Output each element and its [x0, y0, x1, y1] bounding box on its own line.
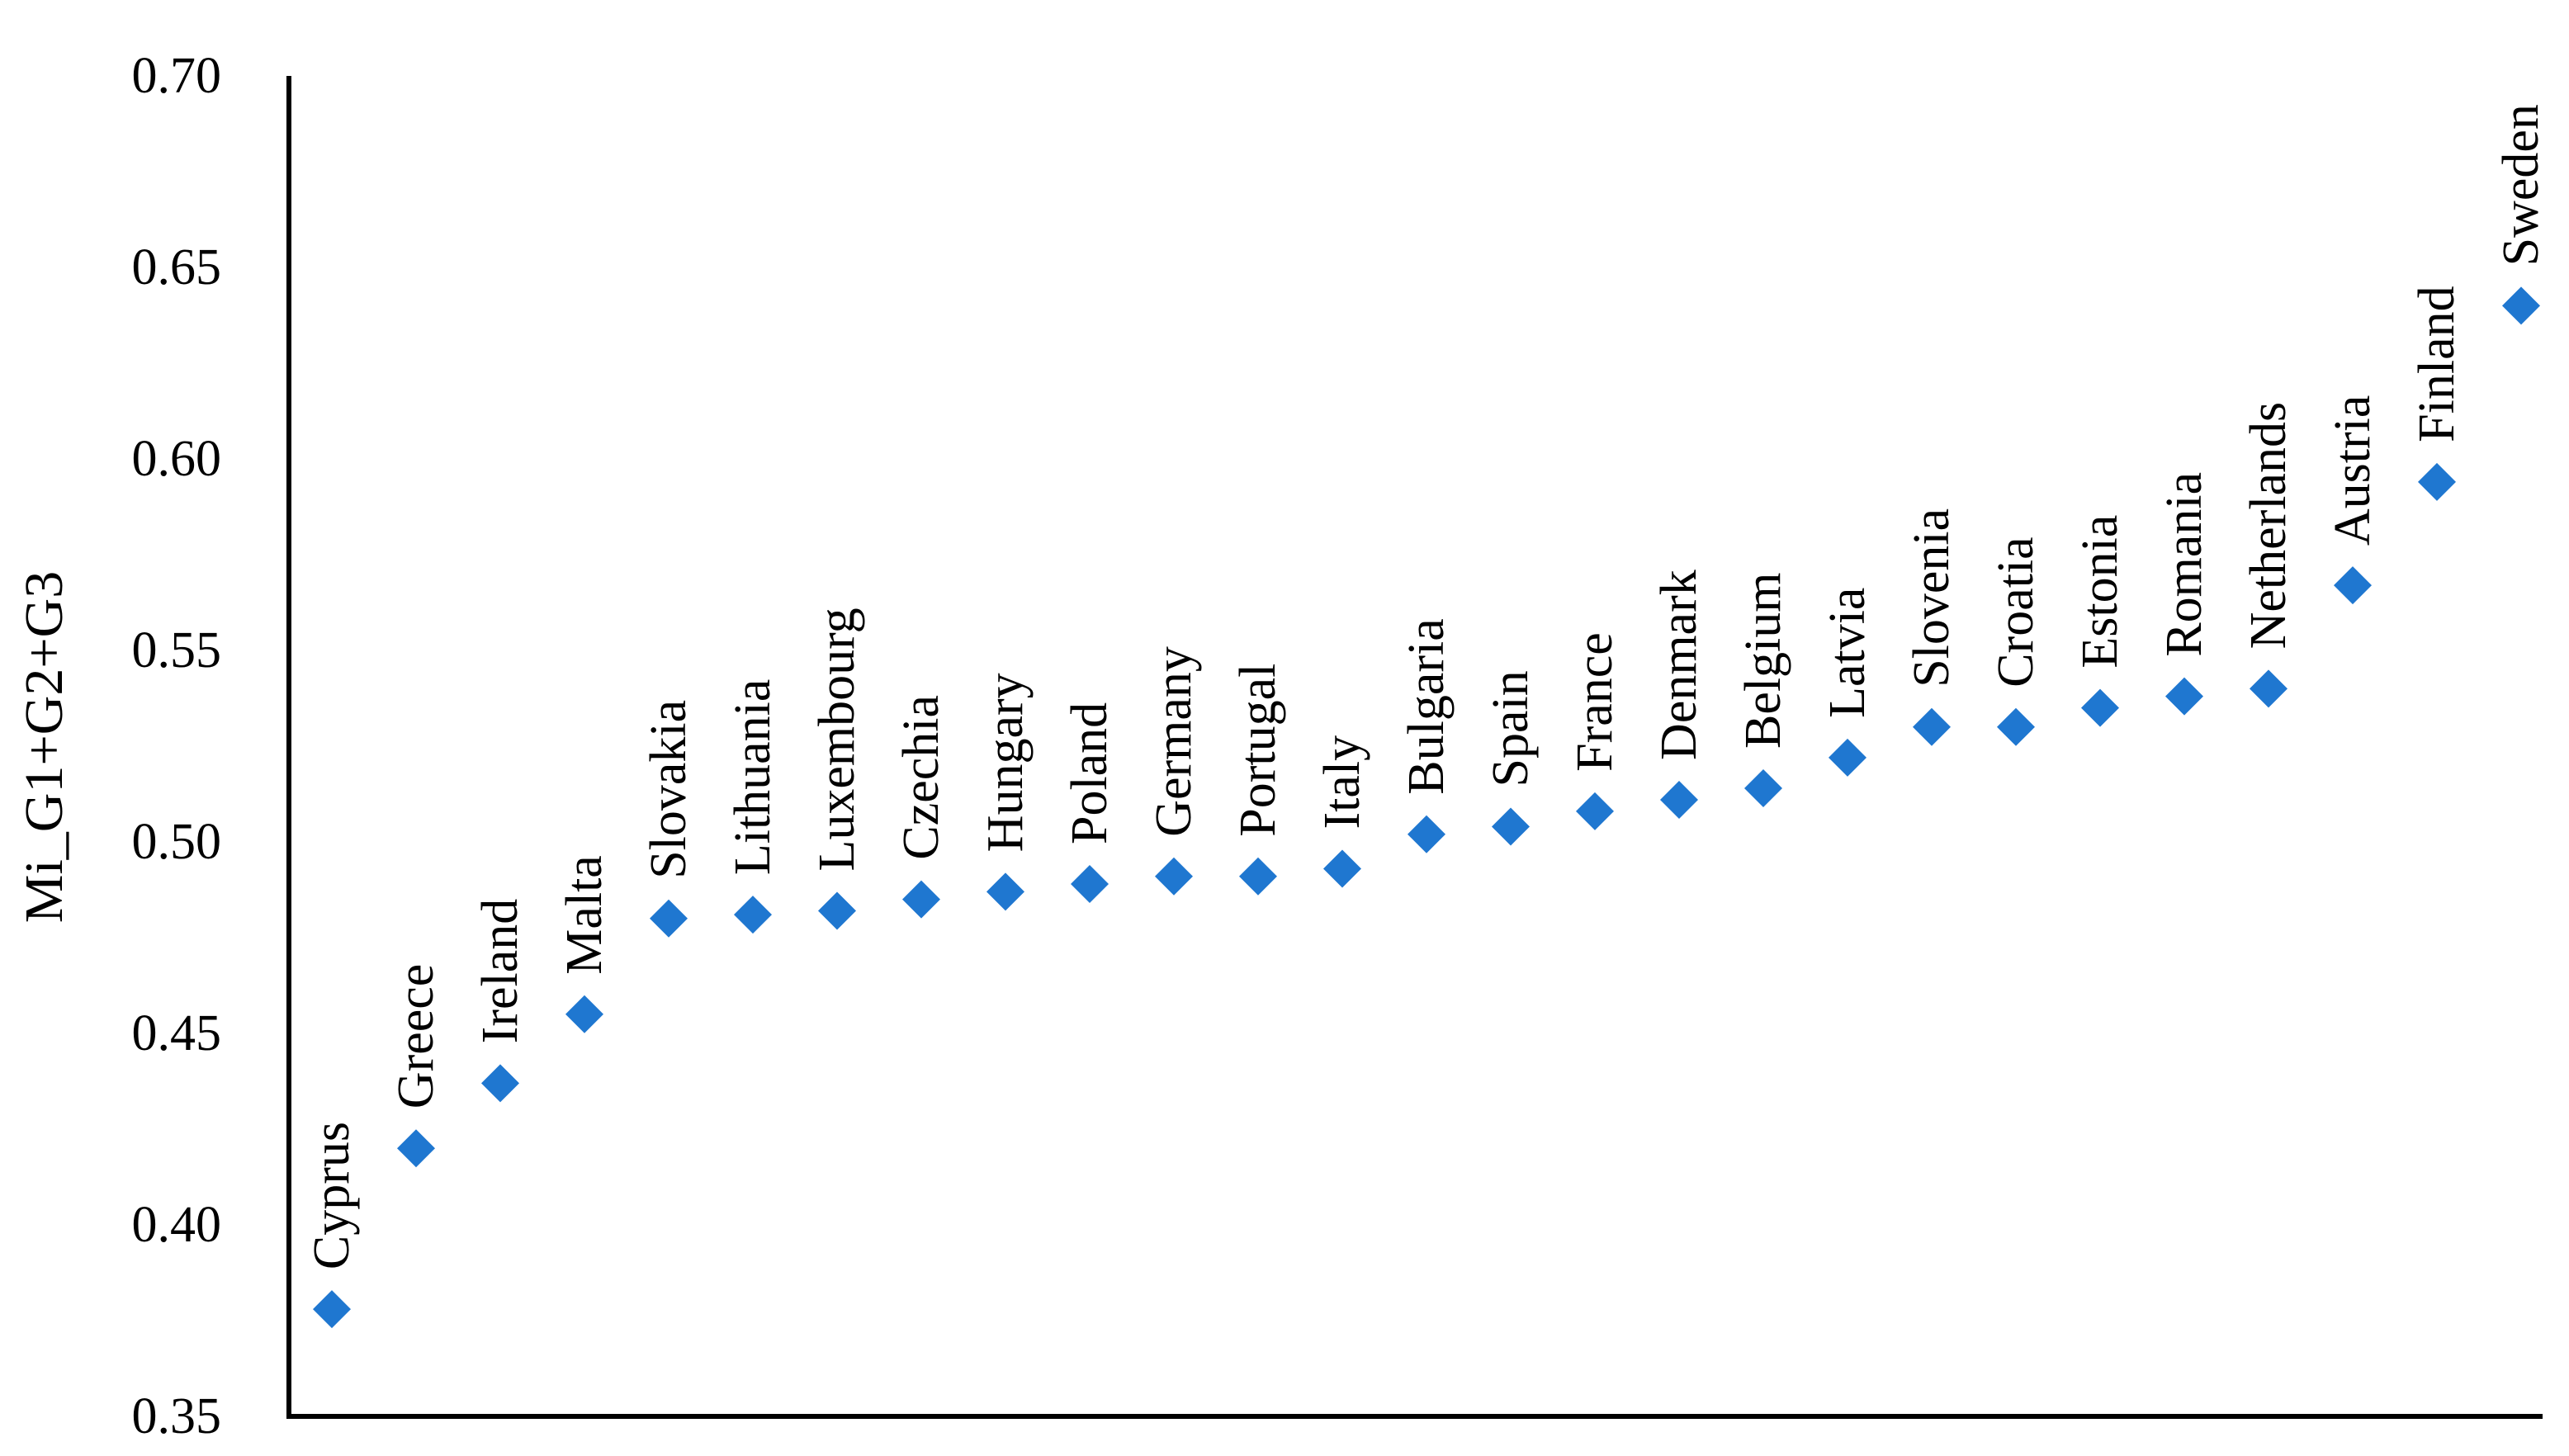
- y-tick-label: 0.45: [132, 1005, 222, 1061]
- data-point-denmark: [1660, 780, 1698, 819]
- point-label-latvia: Latvia: [1819, 588, 1876, 718]
- point-label-bulgaria: Bulgaria: [1398, 618, 1455, 795]
- data-point-greece: [397, 1129, 435, 1168]
- data-point-luxembourg: [818, 891, 856, 930]
- point-label-czechia: Czechia: [893, 695, 949, 860]
- data-point-malta: [565, 995, 603, 1033]
- y-tick-label: 0.50: [132, 814, 222, 870]
- point-label-austria: Austria: [2325, 395, 2381, 546]
- data-point-france: [1576, 792, 1614, 830]
- data-point-cyprus: [313, 1290, 351, 1329]
- point-label-slovakia: Slovakia: [641, 700, 697, 879]
- point-label-cyprus: Cyprus: [304, 1122, 360, 1269]
- point-label-greece: Greece: [388, 964, 444, 1109]
- point-label-hungary: Hungary: [977, 673, 1034, 852]
- point-label-germany: Germany: [1146, 646, 1202, 837]
- point-labels: Cyprus Greece Ireland Malta Slovakia Lithuani…: [304, 104, 2549, 1269]
- y-axis-ticks: 0.35 0.40 0.45 0.50 0.55 0.60 0.65 0.70: [132, 48, 222, 1444]
- data-point-italy: [1323, 849, 1361, 888]
- point-label-belgium: Belgium: [1735, 572, 1791, 749]
- data-point-romania: [2165, 677, 2203, 716]
- y-tick-label: 0.55: [132, 622, 222, 678]
- data-point-sweden: [2502, 286, 2540, 325]
- y-tick-label: 0.65: [132, 239, 222, 295]
- data-points: [313, 286, 2540, 1329]
- y-tick-label: 0.35: [132, 1388, 222, 1444]
- data-point-croatia: [1997, 707, 2035, 746]
- data-point-belgium: [1744, 769, 1782, 808]
- data-point-ireland: [481, 1064, 519, 1103]
- data-point-lithuania: [734, 896, 772, 934]
- data-point-germany: [1155, 857, 1193, 896]
- point-label-finland: Finland: [2409, 286, 2465, 442]
- data-point-latvia: [1829, 738, 1866, 777]
- point-label-portugal: Portugal: [1230, 664, 1286, 837]
- point-label-sweden: Sweden: [2493, 104, 2549, 266]
- point-label-poland: Poland: [1062, 702, 1118, 844]
- data-point-hungary: [986, 872, 1024, 911]
- data-point-czechia: [902, 880, 940, 919]
- point-label-lithuania: Lithuania: [725, 679, 781, 876]
- data-point-poland: [1071, 865, 1109, 904]
- point-label-luxembourg: Luxembourg: [809, 607, 865, 871]
- data-point-estonia: [2081, 688, 2119, 727]
- data-point-portugal: [1239, 857, 1277, 896]
- point-label-romania: Romania: [2156, 472, 2212, 657]
- point-label-spain: Spain: [1483, 670, 1539, 787]
- y-axis-title: Mi_G1+G2+G3: [14, 571, 74, 923]
- point-label-croatia: Croatia: [1988, 537, 2044, 688]
- data-point-slovakia: [650, 899, 688, 938]
- point-label-denmark: Denmark: [1651, 570, 1707, 760]
- data-point-finland: [2418, 462, 2456, 501]
- y-tick-label: 0.60: [132, 431, 222, 487]
- data-point-spain: [1492, 807, 1530, 846]
- point-label-estonia: Estonia: [2072, 515, 2128, 669]
- point-label-ireland: Ireland: [472, 899, 528, 1044]
- point-label-slovenia: Slovenia: [1904, 508, 1960, 688]
- point-label-netherlands: Netherlands: [2240, 402, 2297, 650]
- axes: [286, 76, 2543, 1419]
- data-point-slovenia: [1913, 707, 1951, 746]
- point-label-italy: Italy: [1314, 735, 1370, 830]
- point-label-malta: Malta: [556, 855, 613, 975]
- y-tick-label: 0.70: [132, 48, 222, 104]
- data-point-bulgaria: [1408, 815, 1445, 853]
- data-point-netherlands: [2250, 669, 2287, 708]
- data-point-austria: [2334, 566, 2372, 605]
- point-label-france: France: [1567, 632, 1623, 772]
- y-tick-label: 0.40: [132, 1197, 222, 1253]
